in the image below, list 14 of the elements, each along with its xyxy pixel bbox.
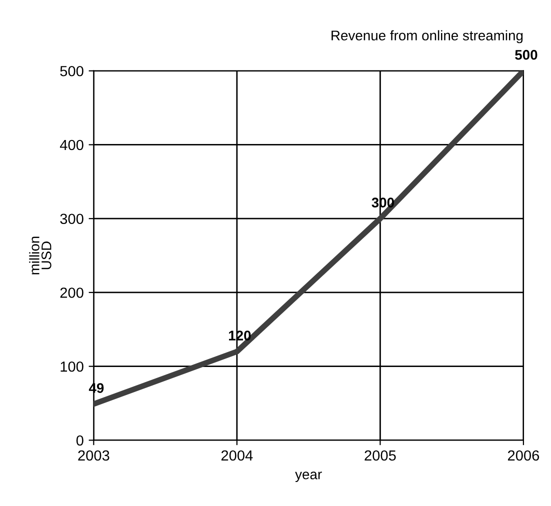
chart-title: Revenue from online streaming — [332, 30, 523, 44]
y-axis-title: million USD — [29, 236, 52, 274]
x-tick-label: 2004 — [221, 450, 253, 461]
y-tick-label: 0 — [76, 435, 84, 446]
x-tick-label: 2006 — [508, 450, 540, 461]
y-tick-label: 100 — [60, 361, 84, 372]
y-tick-label: 400 — [60, 140, 84, 150]
y-tick-label: 300 — [60, 214, 84, 224]
y-tick-label: 200 — [60, 288, 84, 298]
x-axis-title: year — [295, 472, 322, 482]
x-tick-label: 2005 — [364, 450, 396, 461]
x-tick-label: 2003 — [78, 450, 110, 461]
y-tick-label: 500 — [60, 66, 84, 76]
data-label: 500 — [515, 50, 538, 60]
